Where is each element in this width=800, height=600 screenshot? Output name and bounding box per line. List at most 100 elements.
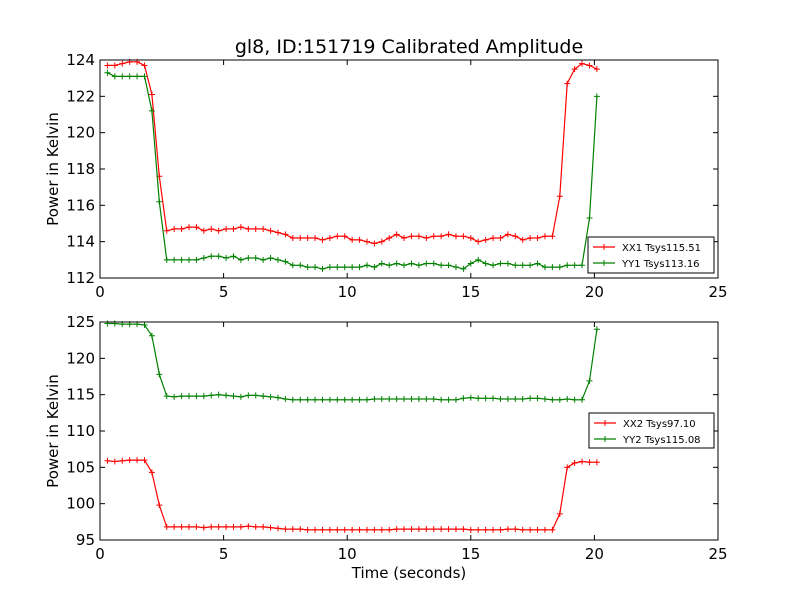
data-point-1-1-41 (408, 233, 415, 240)
data-point-1-1-49 (467, 235, 474, 242)
data-point-1-2-4 (134, 73, 141, 80)
data-point-2-1-57 (527, 526, 534, 533)
data-point-1-2-27 (304, 264, 311, 271)
data-point-1-2-50 (475, 256, 482, 263)
data-point-1-1-10 (178, 225, 185, 232)
data-point-2-2-65 (586, 377, 593, 384)
subplot-2: 0 5 10 15 20 25 95 100 105 110 115 120 125 Power in K… (44, 313, 728, 563)
data-point-2-2-18 (237, 393, 244, 400)
data-point-2-1-65 (586, 459, 593, 466)
data-point-2-1-45 (438, 526, 445, 533)
data-point-1-1-31 (334, 233, 341, 240)
data-point-2-1-49 (467, 526, 474, 533)
y-tick-label-1-6: 124 (66, 51, 95, 69)
x-tick-label-1-4: 20 (585, 283, 604, 301)
data-point-2-2-63 (571, 396, 578, 403)
data-point-2-2-31 (334, 396, 341, 403)
data-point-2-1-15 (215, 523, 222, 530)
data-point-1-1-48 (460, 233, 467, 240)
data-point-1-1-65 (586, 62, 593, 69)
data-point-2-1-24 (282, 526, 289, 533)
data-point-1-2-29 (319, 265, 326, 272)
y-axis-label-1: Power in Kelvin (44, 112, 62, 226)
data-point-1-2-17 (230, 253, 237, 260)
data-point-1-1-52 (490, 235, 497, 242)
data-point-1-2-49 (467, 260, 474, 267)
y-tick-label-2-1: 100 (66, 495, 95, 513)
data-point-2-2-43 (423, 396, 430, 403)
data-point-1-2-20 (252, 255, 259, 262)
data-point-1-2-45 (438, 262, 445, 269)
data-point-1-2-15 (215, 253, 222, 260)
data-point-1-1-19 (245, 225, 252, 232)
data-point-2-2-0 (104, 320, 111, 327)
data-point-2-2-61 (556, 396, 563, 403)
data-point-1-2-26 (297, 262, 304, 269)
data-point-1-2-32 (341, 264, 348, 271)
plots: 0 5 10 15 20 25 112 114 116 118 120 122 124 Power in … (44, 51, 728, 563)
data-point-1-2-47 (452, 264, 459, 271)
y-tick-label-1-5: 122 (66, 87, 95, 105)
data-point-1-1-21 (260, 225, 267, 232)
data-point-2-1-2 (119, 457, 126, 464)
x-tick-label-2-4: 20 (585, 545, 604, 563)
data-point-1-1-0 (104, 62, 111, 69)
data-point-1-2-35 (363, 262, 370, 269)
data-point-1-2-16 (223, 255, 230, 262)
data-point-1-2-51 (482, 260, 489, 267)
data-point-2-2-62 (564, 396, 571, 403)
data-point-2-2-27 (304, 396, 311, 403)
data-point-2-2-46 (445, 396, 452, 403)
data-point-1-2-66 (593, 93, 600, 100)
data-point-1-1-58 (534, 235, 541, 242)
data-point-1-2-19 (245, 255, 252, 262)
y-tick-label-2-4: 115 (66, 386, 95, 404)
data-point-2-2-35 (363, 396, 370, 403)
data-point-1-1-44 (430, 233, 437, 240)
data-point-1-1-6 (148, 91, 155, 98)
data-point-1-1-12 (193, 224, 200, 231)
data-point-2-2-48 (460, 395, 467, 402)
data-point-2-1-43 (423, 526, 430, 533)
data-point-1-1-36 (371, 240, 378, 247)
data-point-1-1-60 (549, 233, 556, 240)
data-point-2-2-29 (319, 396, 326, 403)
y-tick-label-2-6: 125 (66, 313, 95, 331)
legend-marker-2-1 (602, 420, 608, 426)
data-point-1-2-8 (163, 256, 170, 263)
data-point-2-1-62 (564, 464, 571, 471)
data-point-2-1-22 (267, 524, 274, 531)
data-point-2-2-15 (215, 391, 222, 398)
legend-box-2 (588, 412, 715, 449)
data-point-1-1-37 (378, 238, 385, 245)
data-point-2-2-7 (156, 371, 163, 378)
data-point-2-2-59 (541, 396, 548, 403)
data-point-2-1-30 (326, 526, 333, 533)
data-point-2-2-53 (497, 396, 504, 403)
y-axis-label-2: Power in Kelvin (44, 374, 62, 488)
data-point-2-2-13 (200, 393, 207, 400)
data-point-1-1-22 (267, 227, 274, 234)
data-point-2-2-1 (111, 320, 118, 327)
data-point-2-2-21 (260, 393, 267, 400)
data-point-1-2-23 (274, 256, 281, 263)
data-point-1-1-51 (482, 236, 489, 243)
data-point-2-1-1 (111, 458, 118, 465)
data-point-1-1-1 (111, 62, 118, 69)
data-point-2-2-28 (312, 396, 319, 403)
legend-marker-1-2 (601, 260, 607, 266)
data-point-2-1-0 (104, 457, 111, 464)
data-point-1-2-55 (512, 262, 519, 269)
data-point-1-2-33 (349, 264, 356, 271)
data-point-1-1-27 (304, 235, 311, 242)
data-point-2-2-19 (245, 392, 252, 399)
data-point-2-1-36 (371, 526, 378, 533)
data-point-1-1-15 (215, 227, 222, 234)
data-point-1-2-0 (104, 69, 111, 76)
data-point-2-1-12 (193, 523, 200, 530)
data-point-1-2-9 (171, 256, 178, 263)
data-point-1-1-55 (512, 233, 519, 240)
data-point-2-2-47 (452, 396, 459, 403)
data-point-1-2-59 (541, 264, 548, 271)
data-point-1-1-16 (223, 225, 230, 232)
